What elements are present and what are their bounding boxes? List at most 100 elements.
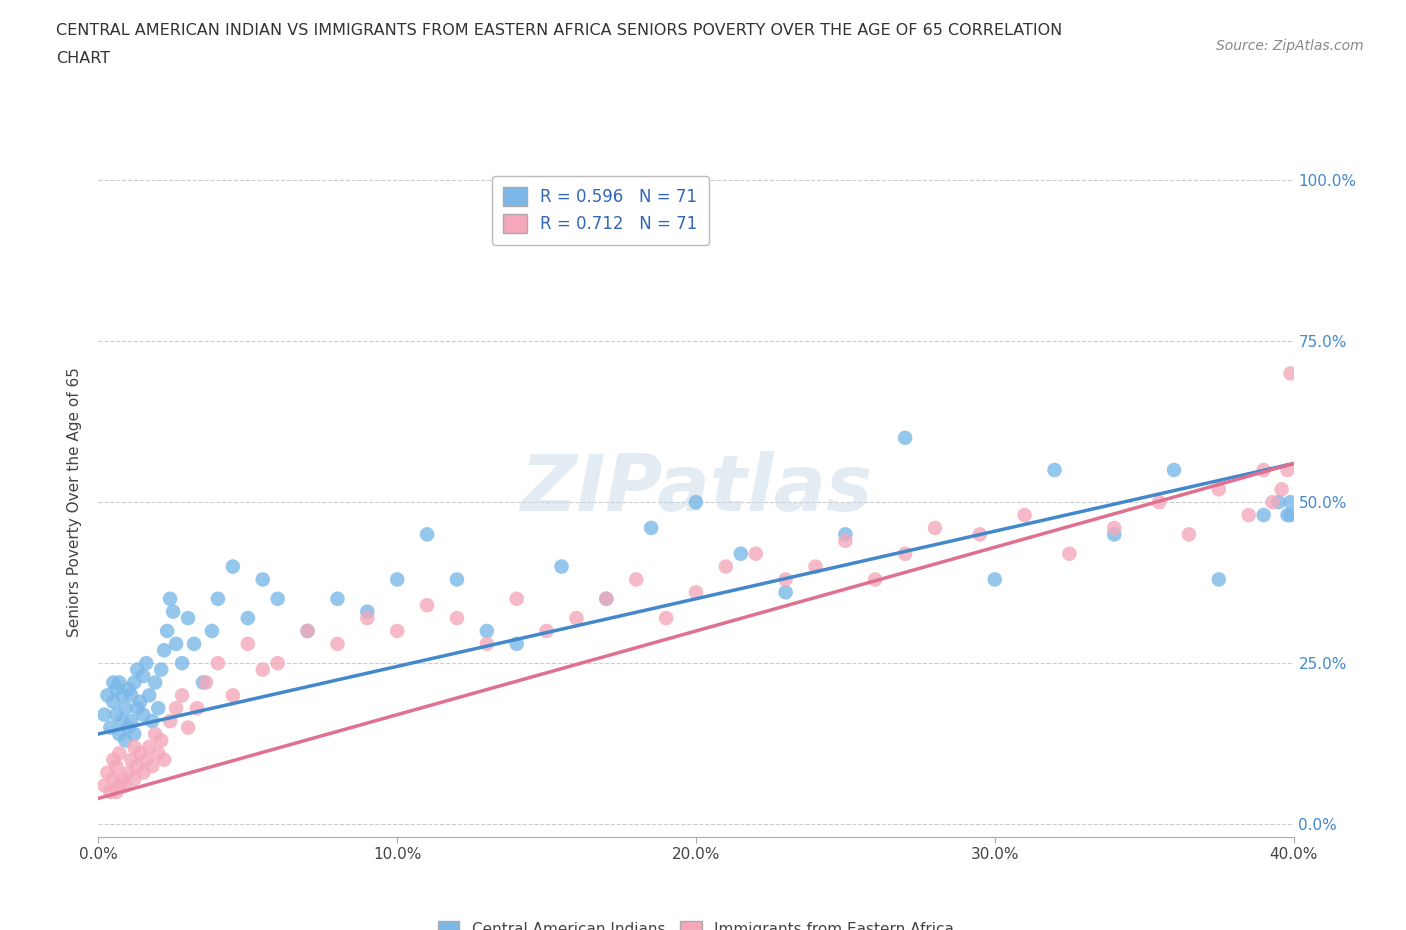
Point [475,636,498,651]
Point [685,585,707,600]
Point [506,591,529,606]
Point [124,739,146,754]
Point [626,572,648,587]
Point [1104,521,1126,536]
Point [120,713,142,728]
Point [894,546,917,561]
Point [222,559,245,574]
Point [150,733,173,748]
Text: ZIPatlas: ZIPatlas [520,451,872,526]
Point [105,785,128,800]
Point [108,746,131,761]
Point [475,623,498,638]
Point [1277,508,1299,523]
Point [775,572,797,587]
Point [93,707,115,722]
Point [120,688,142,703]
Point [1163,462,1185,477]
Point [1277,462,1299,477]
Y-axis label: Seniors Poverty Over the Age of 65: Seniors Poverty Over the Age of 65 [67,367,83,637]
Point [655,611,678,626]
Point [1253,462,1275,477]
Point [138,688,160,703]
Point [506,636,529,651]
Point [201,623,224,638]
Point [138,739,160,754]
Text: CHART: CHART [56,51,110,66]
Point [127,662,149,677]
Point [105,759,128,774]
Point [141,713,163,728]
Point [565,611,588,626]
Point [141,759,163,774]
Point [135,656,157,671]
Point [640,521,662,536]
Point [93,778,115,793]
Point [356,611,378,626]
Point [132,765,155,780]
Point [356,604,378,619]
Point [117,682,139,697]
Point [183,636,205,651]
Point [446,611,468,626]
Point [148,701,170,716]
Point [1237,508,1260,523]
Point [267,656,290,671]
Point [1208,572,1230,587]
Text: Source: ZipAtlas.com: Source: ZipAtlas.com [1216,39,1364,53]
Point [1279,366,1302,381]
Point [159,591,181,606]
Text: CENTRAL AMERICAN INDIAN VS IMMIGRANTS FROM EASTERN AFRICA SENIORS POVERTY OVER T: CENTRAL AMERICAN INDIAN VS IMMIGRANTS FR… [56,23,1063,38]
Point [120,752,142,767]
Point [150,662,173,677]
Point [714,559,737,574]
Point [124,772,146,787]
Point [132,669,155,684]
Point [969,527,991,542]
Point [111,688,134,703]
Point [191,675,214,690]
Point [165,701,187,716]
Point [326,636,349,651]
Point [100,785,122,800]
Point [416,527,439,542]
Point [103,772,125,787]
Point [105,682,128,697]
Point [114,733,136,748]
Point [96,688,118,703]
Point [924,521,946,536]
Point [834,527,856,542]
Point [252,572,274,587]
Point [108,675,131,690]
Point [124,675,146,690]
Point [159,713,181,728]
Point [297,623,319,638]
Point [865,572,887,587]
Point [162,604,184,619]
Point [385,623,409,638]
Point [117,765,139,780]
Point [143,726,166,741]
Point [1147,495,1170,510]
Point [297,623,319,638]
Point [156,623,179,638]
Point [96,765,118,780]
Point [108,778,131,793]
Point [129,746,152,761]
Point [153,752,176,767]
Point [326,591,349,606]
Point [1014,508,1036,523]
Point [252,662,274,677]
Point [1253,508,1275,523]
Point [984,572,1007,587]
Point [1279,508,1302,523]
Point [105,707,128,722]
Point [685,495,707,510]
Point [195,675,218,690]
Point [127,701,149,716]
Point [550,559,572,574]
Point [172,656,194,671]
Point [730,546,752,561]
Point [595,591,617,606]
Point [1104,527,1126,542]
